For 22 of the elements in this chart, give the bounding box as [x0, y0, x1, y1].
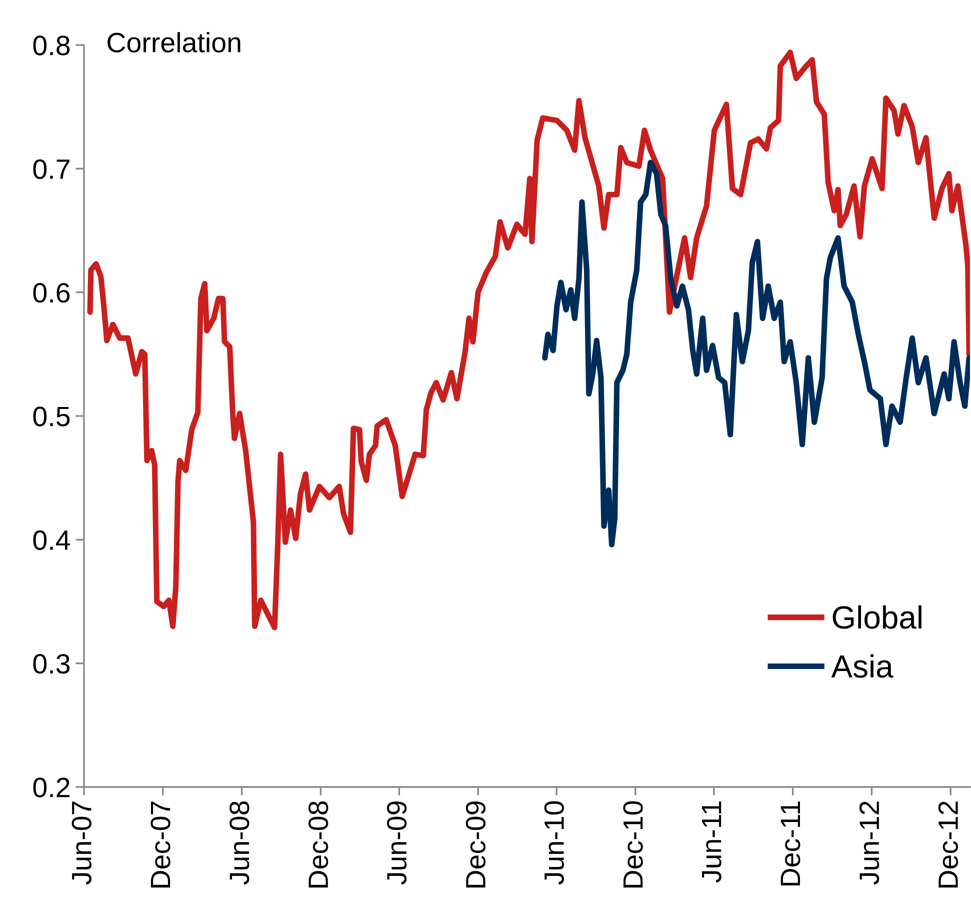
y-tick-label: 0.6: [33, 283, 70, 303]
x-tick-label: Dec-08: [308, 801, 328, 888]
y-tick-label: 0.2: [33, 778, 70, 798]
x-tick-label: Dec-07: [150, 802, 170, 888]
x-tick-label: Dec-12: [938, 802, 958, 888]
y-tick-label: 0.4: [33, 530, 70, 550]
x-tick-label: Dec-09: [466, 802, 486, 888]
y-tick-label: 0.7: [33, 159, 70, 180]
x-tick-label: Jun-07: [72, 802, 92, 885]
legend-label: Global: [832, 605, 922, 629]
x-tick-label: Jun-12: [859, 802, 880, 885]
y-tick-label: 0.5: [33, 406, 70, 426]
x-tick-label: Dec-11: [780, 802, 800, 886]
x-tick-label: Dec-10: [623, 801, 643, 888]
y-tick-label: 0.8: [33, 36, 70, 56]
y-tick-label: 0.3: [33, 654, 70, 674]
x-tick-label: Jun-09: [386, 802, 407, 885]
x-tick-label: Jun-11: [702, 802, 722, 883]
y-axis-title: Correlation: [108, 32, 240, 52]
x-tick-label: Jun-10: [544, 801, 564, 885]
legend-label: Asia: [831, 654, 894, 678]
x-tick-label: Jun-08: [230, 801, 250, 885]
